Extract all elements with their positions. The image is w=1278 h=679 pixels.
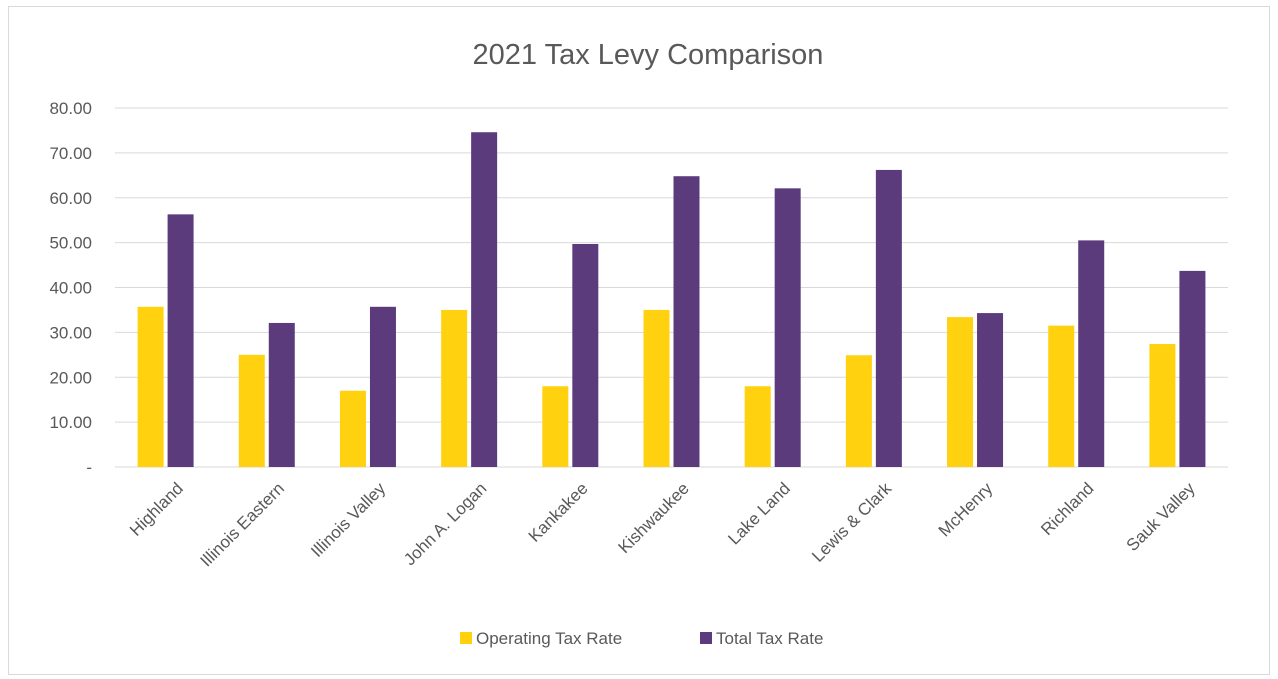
y-tick-label: 20.00 xyxy=(49,368,92,387)
bar-operating xyxy=(845,355,872,467)
legend-label: Operating Tax Rate xyxy=(476,629,622,648)
bar-operating xyxy=(339,390,366,467)
legend-swatch xyxy=(460,632,472,644)
bar-operating xyxy=(744,386,771,467)
y-tick-label: 80.00 xyxy=(49,99,92,118)
gridlines xyxy=(115,107,1228,468)
bar-operating xyxy=(542,386,569,467)
x-tick-label: McHenry xyxy=(935,479,997,541)
bar-total xyxy=(572,243,599,467)
y-axis: - 10.00 20.00 30.00 40.00 50.00 60.00 70.00 80.0… xyxy=(49,99,92,477)
bar-total xyxy=(268,322,295,467)
x-tick-label: Kankakee xyxy=(525,479,592,546)
y-tick-label: 60.00 xyxy=(49,189,92,208)
y-tick-label: 50.00 xyxy=(49,234,92,253)
x-tick-label: Highland xyxy=(126,479,187,540)
bar-operating xyxy=(1149,344,1176,467)
x-tick-label: Kishwaukee xyxy=(615,479,693,557)
bar-total xyxy=(1078,240,1105,467)
x-tick-label: Lake Land xyxy=(724,479,794,549)
y-tick-label: 10.00 xyxy=(49,413,92,432)
bar-operating xyxy=(137,306,164,467)
bar-total xyxy=(369,306,396,467)
x-axis: Highland Illinois Eastern Illinois Valley J… xyxy=(126,479,1199,571)
bar-operating xyxy=(947,317,974,467)
bar-total xyxy=(471,132,498,468)
bar-total xyxy=(1179,270,1206,467)
legend: Operating Tax Rate Total Tax Rate xyxy=(460,629,823,648)
x-tick-label: John A. Logan xyxy=(400,479,490,569)
legend-swatch xyxy=(700,632,712,644)
y-tick-label: 70.00 xyxy=(49,144,92,163)
bar-operating xyxy=(238,354,265,467)
x-tick-label: Lewis & Clark xyxy=(808,479,895,566)
x-tick-label: Illinois Eastern xyxy=(196,479,288,571)
x-tick-label: Sauk Valley xyxy=(1123,479,1199,555)
y-tick-label: - xyxy=(86,458,92,477)
bar-operating xyxy=(1048,325,1075,467)
bar-total xyxy=(167,214,194,467)
bar-total xyxy=(774,188,801,468)
chart-title: 2021 Tax Levy Comparison xyxy=(473,39,824,71)
legend-label: Total Tax Rate xyxy=(716,629,823,648)
bar-operating xyxy=(643,309,670,467)
y-tick-label: 40.00 xyxy=(49,279,92,298)
bar-total xyxy=(673,176,700,467)
x-tick-label: Illinois Valley xyxy=(307,479,389,561)
y-tick-label: 30.00 xyxy=(49,323,92,342)
bars xyxy=(137,132,1206,468)
bar-operating xyxy=(441,309,468,467)
bar-total xyxy=(977,313,1004,467)
bar-total xyxy=(875,169,902,468)
x-tick-label: Richland xyxy=(1037,479,1097,539)
